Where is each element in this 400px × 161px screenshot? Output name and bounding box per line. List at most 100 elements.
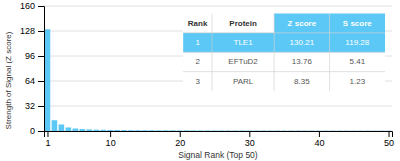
bar <box>135 130 141 131</box>
bar <box>351 130 357 131</box>
table-cell: 13.76 <box>292 57 313 66</box>
grid <box>44 6 392 131</box>
tick-label: 10 <box>106 138 116 148</box>
table-cell: 5.41 <box>350 57 366 66</box>
bar <box>212 130 218 131</box>
y-tick: 64 <box>25 76 44 86</box>
table-cell: 119.28 <box>345 38 369 47</box>
tick-label: 50 <box>384 138 394 148</box>
bar <box>100 130 106 131</box>
bar <box>240 130 246 131</box>
tick-label: 64 <box>25 76 35 86</box>
tick-label: 0 <box>30 126 35 136</box>
table-cell: 2 <box>195 57 200 66</box>
tick-label: 96 <box>25 51 35 61</box>
bar <box>107 130 113 131</box>
table-rule <box>183 32 385 33</box>
table-cell-background <box>330 14 385 33</box>
table-rule <box>329 14 330 92</box>
table-rule <box>183 71 385 72</box>
tick-mark <box>180 131 181 137</box>
bar <box>52 120 58 131</box>
bar <box>309 130 315 131</box>
tick-mark <box>38 106 44 107</box>
table: RankProteinZ scoreS score1TLE1130.21119.… <box>183 14 385 92</box>
bar <box>59 124 65 131</box>
bar <box>302 130 308 131</box>
bar <box>379 130 385 131</box>
y-tick: 32 <box>25 101 44 111</box>
bar <box>288 130 294 131</box>
bar <box>191 130 197 131</box>
table-background <box>183 14 385 92</box>
table-cell: PARL <box>233 77 254 86</box>
bar <box>163 130 169 131</box>
bar <box>330 130 336 131</box>
tick-label: 1 <box>45 138 50 148</box>
tick-label: 32 <box>25 101 35 111</box>
tick-label: 30 <box>245 138 255 148</box>
table-cell-background <box>274 33 329 52</box>
bar <box>177 130 183 131</box>
bar <box>86 129 92 131</box>
table-rule <box>212 14 213 92</box>
table-cell-background <box>212 33 274 52</box>
bar <box>219 130 225 131</box>
y-axis-title: Strength of Signal (Z score) <box>4 31 13 129</box>
tick-mark <box>38 6 44 7</box>
grid-line <box>44 6 392 7</box>
x-tick: 10 <box>106 131 116 148</box>
bar <box>316 130 322 131</box>
x-axis-title: Signal Rank (Top 50) <box>178 150 258 160</box>
bar <box>372 130 378 131</box>
bar <box>386 130 392 131</box>
table-cell: Rank <box>188 19 208 28</box>
plot: 0 32 64 96 128 160 1 10 20 30 40 50 Rank Protein Z sco… <box>20 1 394 148</box>
table-cell: TLE1 <box>234 38 254 47</box>
y-axis: 0 32 64 96 128 160 <box>20 1 45 136</box>
bar <box>198 130 204 131</box>
bar <box>149 130 155 131</box>
table-rule <box>183 52 385 53</box>
bar <box>247 130 253 131</box>
bar <box>142 130 148 131</box>
axis-line <box>38 7 45 132</box>
x-tick: 1 <box>45 131 50 148</box>
tick-mark <box>38 81 44 82</box>
bar <box>337 130 343 131</box>
tick-mark <box>389 131 390 137</box>
bar <box>114 130 120 131</box>
tick-mark <box>47 131 48 137</box>
bar <box>156 130 162 131</box>
table-cell: 1 <box>195 38 200 47</box>
bar <box>205 130 211 131</box>
bar <box>253 130 259 131</box>
bar <box>45 29 51 131</box>
tick-mark <box>38 131 44 132</box>
tick-mark <box>38 56 44 57</box>
table-cell: 1.23 <box>350 77 366 86</box>
x-tick: 50 <box>384 131 394 148</box>
bar <box>184 130 190 131</box>
bar <box>66 127 72 131</box>
chart: 0 32 64 96 128 160 1 10 20 30 40 50 Rank Protein Z sco… <box>0 0 400 161</box>
y-tick: 128 <box>20 26 44 36</box>
tick-mark <box>110 131 111 137</box>
grid-line <box>44 106 392 107</box>
bar <box>121 130 127 131</box>
bar <box>73 129 79 132</box>
x-tick: 40 <box>314 131 324 148</box>
table-cell: Protein <box>229 19 257 28</box>
tick-label: 160 <box>20 1 35 11</box>
bar <box>93 130 99 131</box>
axis-line <box>45 132 393 138</box>
tick-mark <box>38 31 44 32</box>
bar <box>128 130 134 131</box>
bar <box>323 130 329 131</box>
table-cell: Z score <box>288 19 317 28</box>
bar <box>365 130 371 131</box>
tick-label: 20 <box>175 138 185 148</box>
bar <box>79 129 85 131</box>
bar <box>344 130 350 131</box>
y-tick: 0 <box>30 126 44 136</box>
